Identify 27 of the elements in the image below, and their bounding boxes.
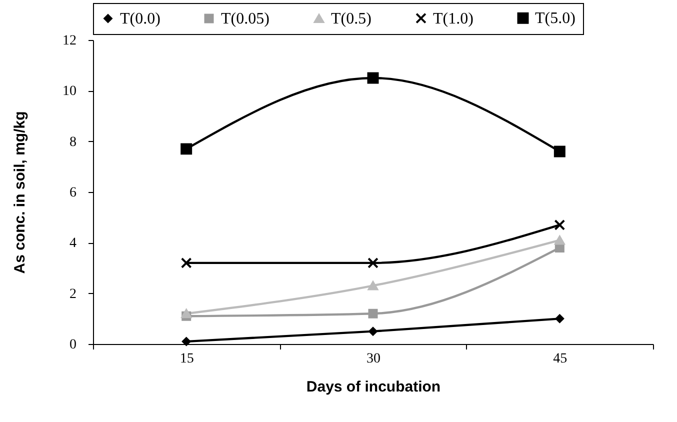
legend-label: T(0.0) — [120, 10, 160, 28]
point — [180, 143, 192, 155]
point — [181, 309, 192, 318]
y-tick-label: 2 — [70, 286, 76, 302]
point — [367, 72, 379, 84]
x-tick-label: 15 — [180, 352, 194, 366]
point — [368, 257, 378, 268]
y-tick-label: 12 — [62, 34, 76, 48]
x-axis-title: Days of incubation — [306, 378, 441, 396]
y-tick-label: 10 — [62, 84, 76, 100]
y-axis-title: As conc. in soil, mg/kg — [12, 111, 28, 274]
legend-label: T(1.0) — [433, 10, 474, 28]
x-tick-label: 30 — [366, 352, 380, 366]
y-tick-label: 6 — [70, 186, 76, 200]
point — [554, 242, 564, 252]
point — [554, 236, 565, 245]
point — [554, 146, 566, 158]
y-tick-label: 8 — [70, 134, 76, 150]
point — [554, 219, 566, 230]
x-tick-label: 45 — [553, 352, 568, 366]
legend-label: T(0.05) — [221, 10, 270, 28]
legend-label: T(5.0) — [535, 10, 576, 28]
legend-label: T(0.5) — [331, 10, 372, 28]
y-tick-label: 4 — [70, 236, 76, 252]
point — [180, 257, 192, 268]
y-tick-label: 0 — [70, 338, 76, 352]
point — [368, 281, 378, 290]
